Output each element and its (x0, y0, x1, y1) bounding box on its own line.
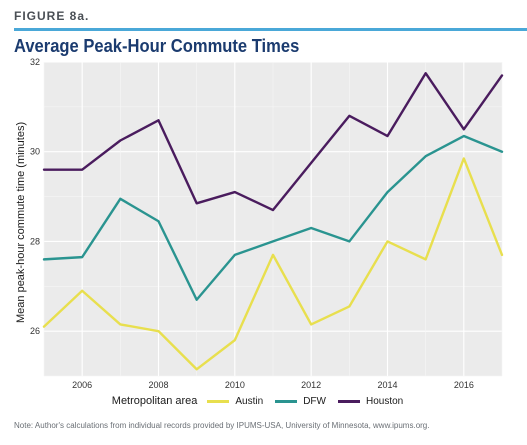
y-tick-label: 28 (30, 236, 40, 246)
legend-label-houston: Houston (365, 395, 404, 407)
x-tick-label: 2010 (225, 380, 245, 390)
figure-label: FIGURE 8a. (14, 9, 90, 23)
legend: Metropolitan area Austin DFW Houston (0, 395, 527, 407)
y-tick-label: 32 (30, 57, 40, 67)
x-tick-label: 2014 (377, 380, 397, 390)
source-note: Note: Author's calculations from individ… (14, 421, 430, 430)
series-line-austin (42, 157, 504, 371)
x-tick-label: 2012 (301, 380, 321, 390)
chart-title: Average Peak-Hour Commute Times (14, 36, 300, 56)
legend-swatch-dfw (275, 399, 298, 403)
legend-title: Metropolitan area (111, 395, 198, 407)
legend-item-austin: Austin (207, 396, 263, 407)
legend-label-dfw: DFW (303, 395, 326, 407)
legend-item-houston: Houston (337, 395, 404, 407)
y-tick-label: 26 (30, 326, 40, 336)
header-rule (14, 28, 527, 31)
x-tick-label: 2006 (72, 380, 92, 390)
legend-swatch-houston (337, 399, 360, 403)
y-tick-label: 30 (30, 147, 40, 157)
x-tick-label: 2008 (148, 380, 168, 390)
series-line-dfw (42, 134, 504, 301)
legend-item-dfw: DFW (275, 396, 326, 407)
x-tick-label: 2016 (454, 380, 474, 390)
legend-swatch-austin (207, 399, 230, 403)
legend-label-austin: Austin (235, 395, 264, 407)
series-line-houston (42, 72, 504, 212)
